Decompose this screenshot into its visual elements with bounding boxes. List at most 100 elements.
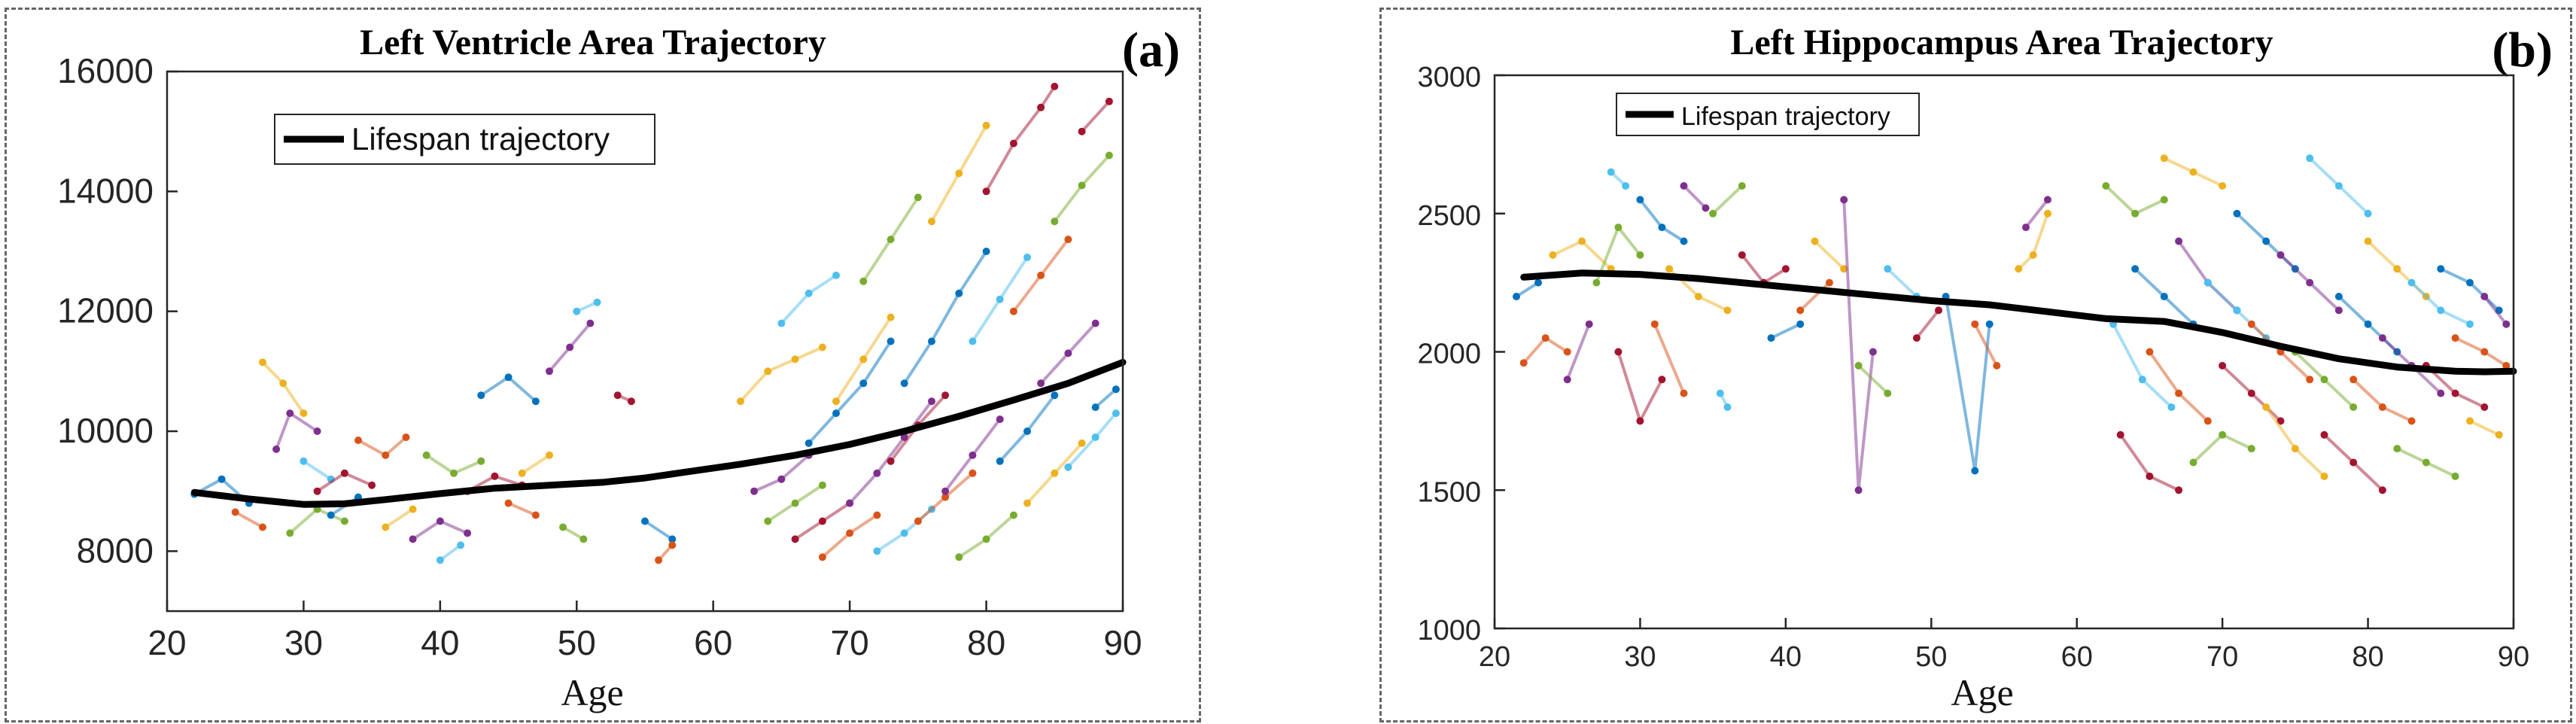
panel-b-subject-point [2393, 265, 2401, 273]
panel-b-subject-point [1935, 306, 1942, 315]
panel-a-subject-line [984, 85, 1056, 193]
panel-a-subject-point [873, 469, 881, 477]
panel-a-subject-line [357, 436, 407, 458]
panel-b-subject-point [1854, 486, 1863, 494]
panel-a-subject-point [382, 523, 390, 531]
panel-a-subject-point [1051, 82, 1059, 90]
panel-a-subject-line [385, 507, 414, 529]
panel-a-subject-point [955, 169, 963, 178]
panel-a-subject-point [1078, 439, 1086, 447]
panel-b-subject-point [2219, 182, 2227, 190]
panel-a-subject-point [627, 397, 635, 406]
panel-b-legend-label: Lifespan trajectory [1681, 102, 1890, 131]
panel-b-subject-point [1738, 182, 1746, 190]
panel-b-subject-point [2320, 376, 2328, 384]
panel-b-subject-point [1585, 320, 1593, 328]
panel-b-subject-point [1993, 361, 2001, 370]
panel-a-subject-point [1091, 319, 1099, 327]
panel-a-subject-line [275, 411, 318, 450]
panel-b-subject-line [2112, 323, 2173, 409]
panel-a-subject-point [491, 472, 499, 480]
panel-b-subject-point [2451, 472, 2459, 480]
panel-a-subject-point [546, 451, 553, 459]
panel-a-subject-point [873, 511, 881, 519]
panel-b-subject-point [2203, 417, 2212, 425]
panel-b-subject-point [1702, 204, 1710, 212]
panel-a-subject-point [1112, 385, 1120, 394]
panel-a-xtick-label: 50 [558, 623, 596, 662]
panel-b-subject-point [2247, 389, 2255, 397]
panel-a-subject-line [521, 454, 551, 475]
panel-b-subject-point [2349, 458, 2358, 467]
panel-b-subject-point [1680, 389, 1688, 397]
panel-b-axes-box [1493, 74, 2515, 630]
panel-b-subject-line [1653, 323, 1686, 394]
panel-a-subject-point [914, 193, 922, 202]
panel-b-subject-point [1650, 320, 1659, 328]
panel-b-xtick-label: 20 [1479, 641, 1510, 673]
panel-b-subject-point [2364, 320, 2372, 328]
panel-b-subject-line [1886, 267, 1918, 298]
panel-b-subject-point [2247, 445, 2255, 453]
panel-a-subject-line [439, 543, 462, 561]
panel-b-subject-point [1563, 348, 1571, 356]
panel-a-subject-point [1091, 433, 1099, 441]
panel-a-subject-point [1051, 469, 1059, 477]
panel-b-subject-point [2022, 224, 2030, 232]
panel-b-subject-point [1607, 168, 1615, 176]
panel-a-subject-line [261, 361, 306, 415]
panel-a-subject-line [903, 250, 988, 385]
panel-b-subject-point [2247, 320, 2255, 328]
panel-a-subject-point [900, 379, 908, 388]
panel-a-plot: 20 30 40 50 60 70 80 90 8000 10000 12000 14000 16000… [57, 51, 1142, 662]
panel-b-subject-point [2466, 278, 2474, 287]
panel-a-subject-point [1009, 139, 1017, 148]
panel-b-subject-point [1723, 403, 1732, 411]
panel-a-subject-point [1064, 349, 1072, 357]
panel-b-subject-point [2437, 306, 2445, 315]
panel-b-subject-point [1694, 293, 1702, 300]
panel-a-subject-point [1064, 236, 1072, 244]
panel-a-subject-point [1051, 391, 1059, 400]
panel-a-xtick-label: 60 [694, 623, 732, 662]
panel-b-subject-line [2024, 199, 2049, 229]
panel-a-subject-point [1023, 254, 1031, 261]
panel-b-subject-line [2192, 433, 2252, 464]
panel-b-subject-point [2102, 182, 2110, 190]
panel-b-subject-point [2233, 306, 2241, 315]
panel-a-axes-box [166, 70, 1124, 613]
panel-b-subject-point [2334, 182, 2343, 190]
panel-a-subject-point [566, 343, 574, 351]
panel-b-ytick-label: 1000 [1417, 615, 1481, 646]
panel-a-subject-point [791, 535, 799, 543]
panel-b-subject-line [2410, 281, 2471, 326]
panel-b-subject-line [1565, 323, 1591, 381]
panel-b-xtick-label: 60 [2061, 641, 2093, 673]
panel-b-subject-point [2378, 334, 2386, 342]
panel-a-subject-point [313, 427, 321, 435]
panel-b-subject-line [2483, 295, 2508, 325]
panel-a-subject-point [1078, 127, 1086, 135]
panel-b-subject-line [1973, 323, 1999, 367]
panel-b-ytick-label: 2000 [1417, 339, 1481, 370]
panel-a-subject-point [818, 553, 826, 561]
panel-b-subject-line [2119, 433, 2179, 492]
panel-b-subject-point [2160, 196, 2168, 204]
panel-a-subject-line [1066, 412, 1118, 469]
panel-b-subject-point [2334, 306, 2343, 315]
panel-a-subject-point [996, 415, 1004, 424]
panel-a-subject-point [327, 511, 335, 519]
panel-a-subject-point [340, 517, 348, 525]
panel-a-subject-point [1051, 218, 1059, 226]
panel-b-subject-point [1578, 237, 1586, 245]
panel-a-subject-point [586, 319, 595, 327]
panel-b-subject-point [2160, 154, 2168, 163]
panel-b-subject-line [1683, 184, 1707, 209]
panel-a-xtick-label: 40 [421, 623, 459, 662]
panel-a-subject-point [286, 409, 294, 418]
panel-b-subject-point [2364, 237, 2372, 245]
panel-a-subject-point [402, 433, 410, 441]
panel-b-subject-point [2291, 445, 2299, 453]
panel-b-xtick-label: 70 [2206, 641, 2238, 673]
